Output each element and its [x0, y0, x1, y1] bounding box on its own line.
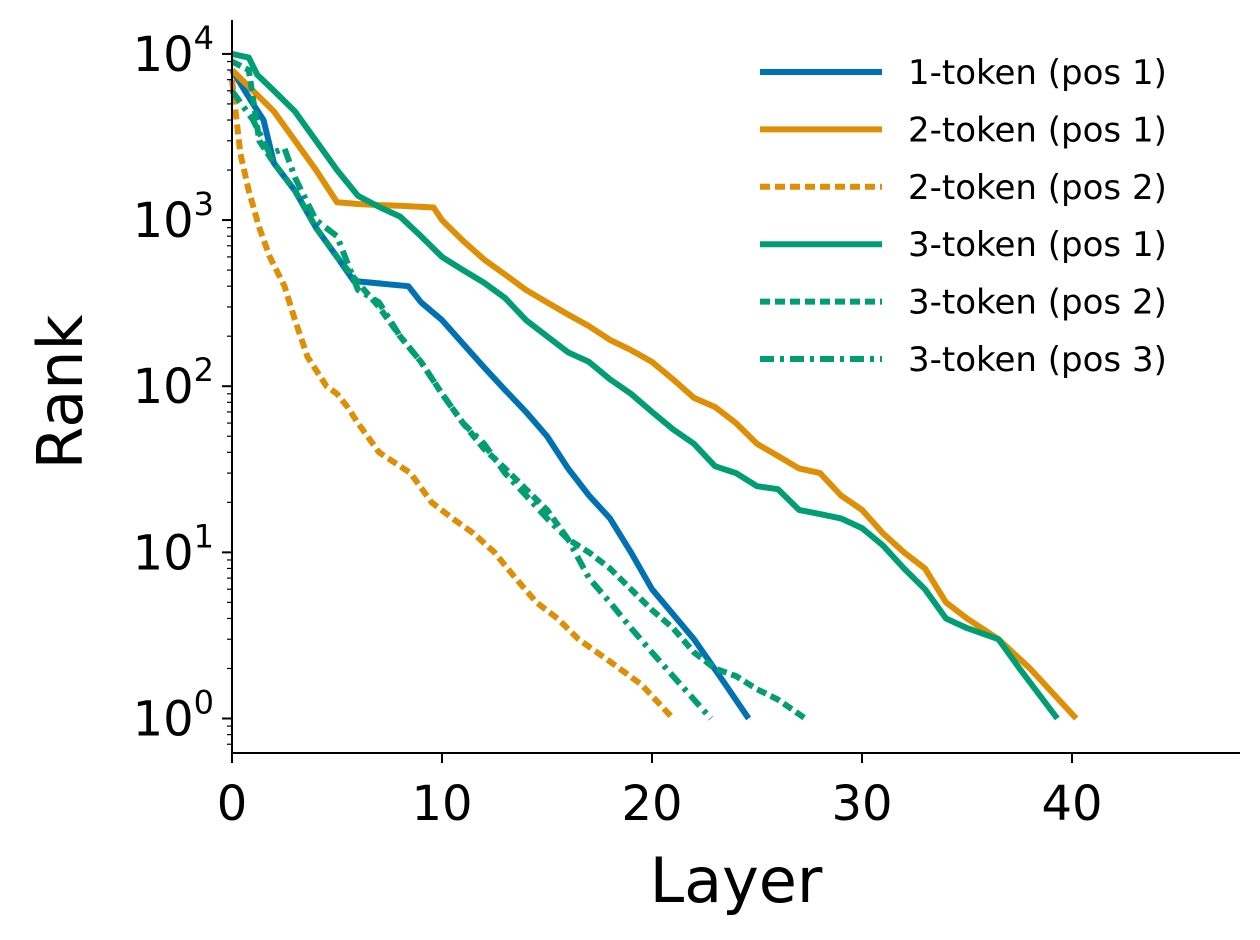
y-axis-title: Rank	[24, 314, 97, 469]
y-tick-exponent: 4	[194, 19, 214, 57]
y-tick-label: 100	[133, 684, 214, 748]
x-ticks: 0 10 20 30 40	[217, 753, 1103, 832]
y-tick-exponent: 0	[194, 684, 214, 722]
series-line-6	[229, 89, 714, 721]
y-tick-exponent: 1	[194, 517, 214, 555]
legend-label-1: 1-token (pos 1)	[908, 53, 1167, 93]
legend-label-5: 3-token (pos 2)	[908, 283, 1167, 323]
x-axis-title: Layer	[650, 844, 823, 917]
series-line-2	[229, 67, 1079, 721]
y-tick-base: 10	[133, 193, 194, 249]
x-tick-label: 30	[831, 776, 892, 832]
series-lines	[229, 50, 1079, 721]
legend-label-6: 3-token (pos 3)	[908, 340, 1167, 380]
legend-label-3: 2-token (pos 2)	[908, 168, 1167, 208]
y-tick-base: 10	[133, 27, 194, 83]
series-line-4	[231, 50, 1060, 721]
y-tick-label: 101	[133, 517, 214, 581]
y-tick-base: 10	[133, 359, 194, 415]
legend: 1-token (pos 1) 2-token (pos 1) 2-token (p…	[760, 53, 1167, 380]
y-minor-ticks	[227, 60, 232, 745]
y-tick-exponent: 2	[194, 351, 214, 389]
legend-label-4: 3-token (pos 1)	[908, 225, 1167, 265]
y-tick-exponent: 3	[194, 185, 214, 223]
series-line-3	[229, 79, 676, 721]
y-tick-base: 10	[133, 692, 194, 748]
x-tick-label: 0	[217, 776, 248, 832]
y-tick-label: 103	[133, 185, 214, 249]
series-line-1	[229, 68, 752, 721]
y-tick-label: 104	[133, 19, 214, 83]
legend-label-2: 2-token (pos 1)	[908, 110, 1167, 150]
series-line-5	[230, 58, 808, 721]
x-tick-label: 20	[621, 776, 682, 832]
y-tick-base: 10	[133, 525, 194, 581]
x-tick-label: 10	[411, 776, 472, 832]
y-tick-label: 102	[133, 351, 214, 415]
x-tick-label: 40	[1041, 776, 1102, 832]
